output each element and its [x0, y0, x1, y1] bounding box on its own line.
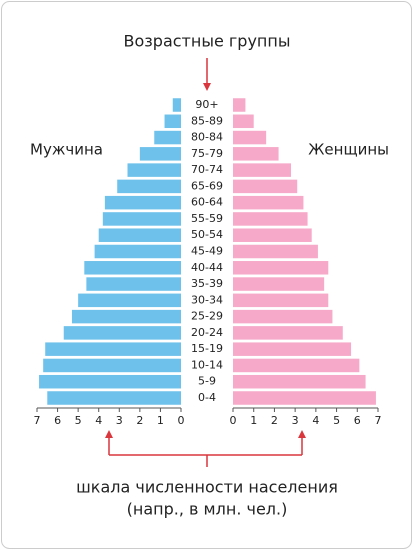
age-label: 15-19 — [191, 342, 223, 355]
age-label: 75-79 — [191, 147, 223, 160]
chart-title: Возрастные группы — [124, 32, 291, 51]
bar — [233, 130, 267, 145]
age-label: 90+ — [195, 98, 218, 111]
x-tick-label: 6 — [354, 414, 361, 427]
x-tick-label: 4 — [95, 414, 102, 427]
arrowheads — [105, 83, 306, 438]
x-tick-label: 1 — [157, 414, 164, 427]
x-tick-label: 6 — [54, 414, 61, 427]
x-tick-label: 1 — [250, 414, 257, 427]
age-label: 0-4 — [198, 391, 216, 404]
age-label: 80-84 — [191, 131, 223, 144]
x-tick-label: 4 — [312, 414, 319, 427]
bar — [172, 98, 181, 112]
age-label: 70-74 — [191, 163, 223, 176]
bar — [78, 293, 181, 308]
age-label: 50-54 — [191, 228, 223, 241]
x-tick-label: 7 — [34, 414, 41, 427]
age-label: 65-69 — [191, 179, 223, 192]
age-label: 55-59 — [191, 212, 223, 225]
x-tick-label: 0 — [178, 414, 185, 427]
bar — [233, 391, 376, 405]
bar — [233, 195, 304, 210]
x-tick-label: 3 — [116, 414, 123, 427]
bar — [233, 114, 254, 129]
age-label: 60-64 — [191, 196, 223, 209]
bar — [84, 261, 181, 275]
bar — [233, 342, 352, 356]
bar — [63, 326, 181, 340]
bar — [233, 374, 366, 389]
bar — [47, 391, 182, 405]
age-label: 10-14 — [191, 358, 223, 371]
bar — [154, 130, 181, 145]
bar — [86, 277, 181, 291]
age-label: 85-89 — [191, 114, 223, 127]
bar — [233, 147, 279, 161]
x-tick-label: 3 — [292, 414, 299, 427]
bar — [102, 212, 181, 226]
bar — [233, 228, 312, 242]
bar — [233, 98, 246, 112]
age-label: 30-34 — [191, 293, 223, 306]
x-tick-label: 5 — [333, 414, 340, 427]
bar — [117, 179, 181, 194]
x-tick-label: 2 — [136, 414, 143, 427]
bar — [104, 195, 181, 210]
bar — [233, 293, 329, 308]
bar — [43, 358, 181, 373]
annotation-arrows — [108, 58, 303, 467]
bar — [233, 358, 360, 373]
age-label: 5-9 — [198, 375, 216, 388]
x-tick-label: 5 — [75, 414, 82, 427]
x-axis-title: шкала численности населения — [76, 478, 338, 497]
bar — [71, 309, 181, 324]
bar — [233, 277, 325, 291]
bar — [233, 326, 343, 340]
bar — [233, 163, 291, 177]
x-tick-label: 2 — [271, 414, 278, 427]
legend-label: Мужчина — [30, 141, 103, 159]
age-label: 20-24 — [191, 326, 223, 339]
bar — [233, 261, 329, 275]
bar — [94, 244, 181, 259]
age-label: 25-29 — [191, 310, 223, 323]
bar — [233, 212, 308, 226]
bar — [45, 342, 181, 356]
age-label: 40-44 — [191, 261, 223, 274]
bar — [39, 374, 181, 389]
bar — [233, 309, 333, 324]
bar — [127, 163, 181, 177]
age-label: 35-39 — [191, 277, 223, 290]
bar — [233, 244, 318, 259]
bar — [164, 114, 181, 129]
bar — [98, 228, 181, 242]
x-tick-label: 0 — [230, 414, 237, 427]
age-label: 45-49 — [191, 245, 223, 258]
x-tick-label: 7 — [375, 414, 382, 427]
bar — [139, 147, 181, 161]
legend-label: Женщины — [308, 141, 389, 159]
x-axis-title: (напр., в млн. чел.) — [127, 500, 288, 519]
bar — [233, 179, 298, 194]
